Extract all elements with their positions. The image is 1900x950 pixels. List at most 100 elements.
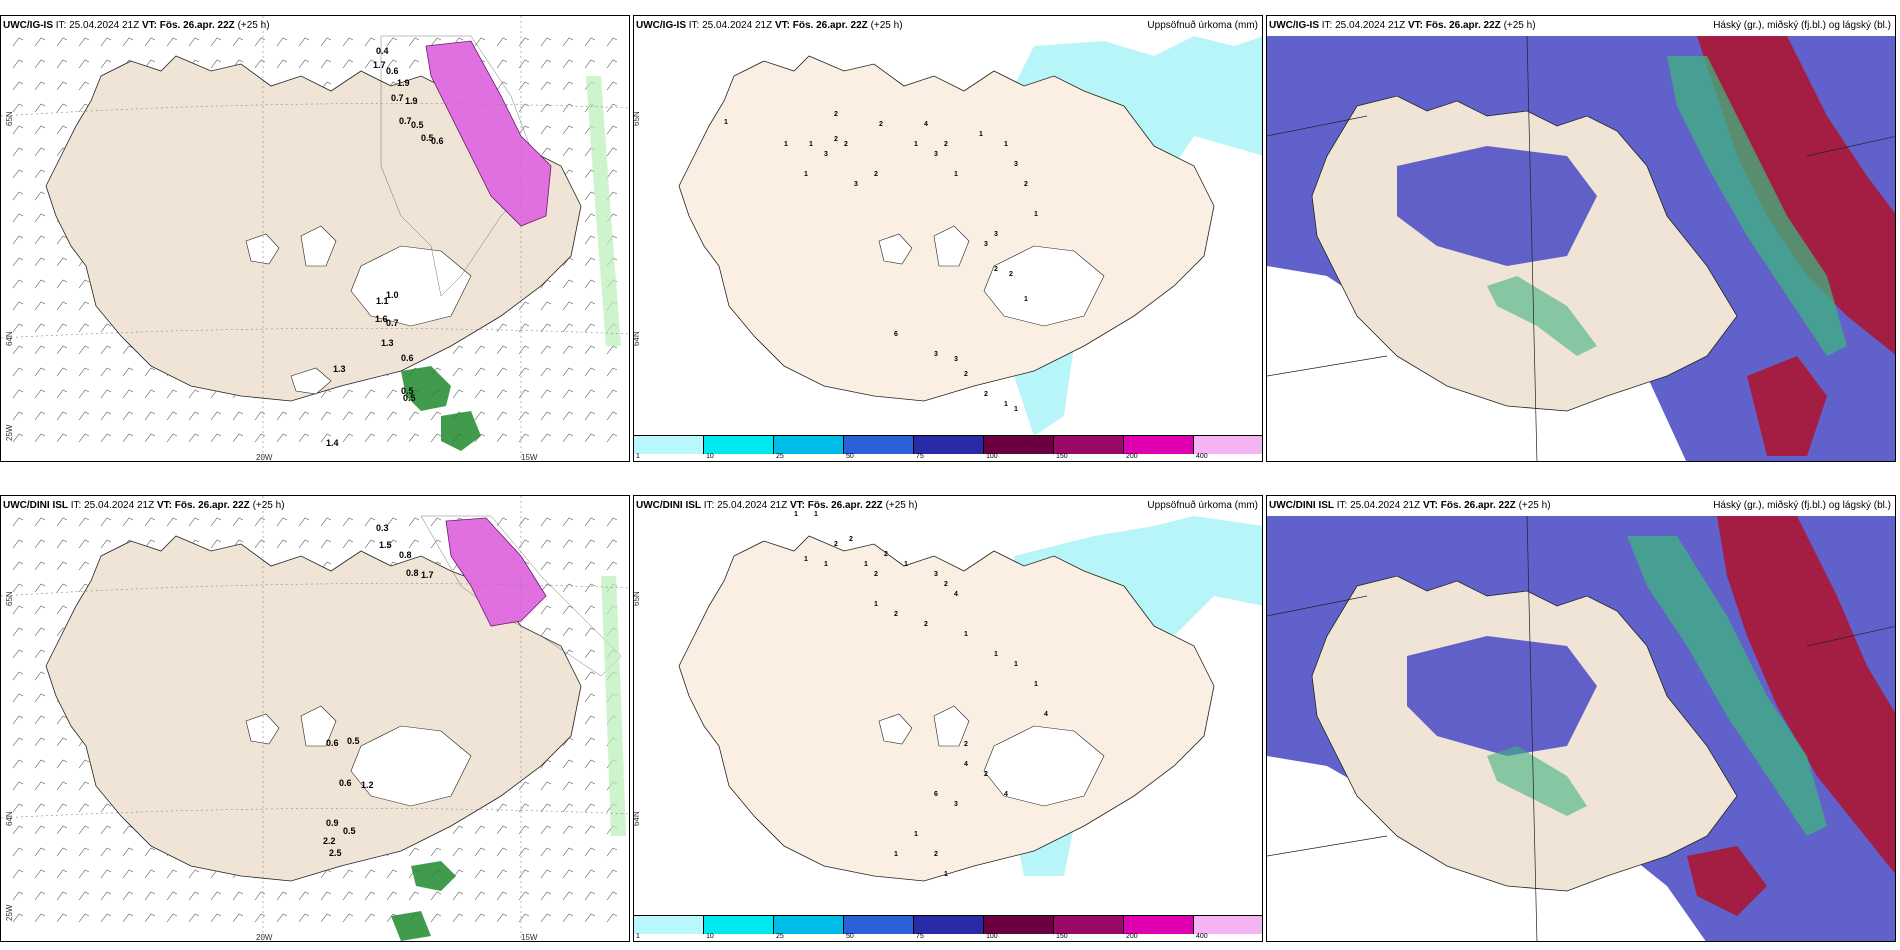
colorbar-cell [844, 436, 914, 454]
wind-barb [452, 913, 464, 923]
wind-barb [12, 913, 24, 923]
wind-barb [342, 433, 354, 443]
map-svg [1267, 35, 1895, 461]
wind-barb [12, 627, 24, 637]
wind-barb [562, 433, 574, 443]
wind-barb [430, 847, 442, 857]
map-svg: 0.41.70.61.90.7 1.90.7 0.50.50.61.31.11.01… [1, 16, 629, 461]
wind-barb [122, 825, 134, 835]
wind-barb [584, 913, 596, 923]
value-label: 0.6 [431, 136, 444, 146]
wind-barb [474, 891, 486, 901]
wind-barb [452, 847, 464, 857]
wind-barb [606, 913, 618, 923]
wind-barb [12, 737, 24, 747]
wind-barb [606, 81, 618, 91]
wind-barb [78, 517, 90, 527]
wind-barb [562, 125, 574, 135]
panel-header: UWC/IG-IS IT: 25.04.2024 21Z VT: Fös. 26… [1269, 20, 1536, 31]
wind-barb [166, 433, 178, 443]
wind-barb [56, 803, 68, 813]
wind-barb [100, 539, 112, 549]
lon-label-25w: 25W [5, 904, 14, 921]
lat-label-64n: 64N [633, 811, 641, 826]
panel-header: UWC/DINI ISL IT: 25.04.2024 21Z VT: Fös.… [636, 500, 918, 511]
value-label: 2 [964, 741, 968, 748]
colorbar-cells [634, 435, 1262, 454]
wind-barb [474, 411, 486, 421]
value-label: 0.6 [326, 738, 339, 748]
wind-barb [144, 389, 156, 399]
wind-barb [12, 411, 24, 421]
wind-barb [320, 539, 332, 549]
wind-barb [562, 81, 574, 91]
wind-barb [34, 235, 46, 245]
colorbar: 1 10 25 50 75 100 150 200 400 [634, 435, 1262, 461]
wind-barb [342, 389, 354, 399]
wind-barb [122, 847, 134, 857]
map-svg [1267, 515, 1895, 941]
wind-barb [540, 781, 552, 791]
wind-barb [78, 411, 90, 421]
panel-igis-wind: 0.4 1.7 0.6 1.9 0.7 1.9 0.7 0.5 0.5 0.6 1.3 1.1 1.0 1… [0, 15, 630, 462]
precip-green-area [401, 366, 481, 451]
panel-title-right: Uppsöfnuð úrkoma (mm) [1147, 20, 1258, 31]
lon-label-25w: 25W [5, 424, 14, 441]
value-label: 2 [849, 536, 853, 543]
wind-barb [540, 517, 552, 527]
wind-barb [100, 345, 112, 355]
colorbar-tick: 25 [776, 453, 784, 460]
value-label: 0.5 [411, 120, 424, 130]
wind-barb [122, 869, 134, 879]
wind-barb [562, 803, 574, 813]
wind-barb [584, 539, 596, 549]
wind-barb [34, 715, 46, 725]
wind-barb [584, 411, 596, 421]
value-label: 0.3 [376, 523, 389, 533]
value-label: 2 [834, 541, 838, 548]
value-label: 0.9 [326, 818, 339, 828]
wind-barb [34, 125, 46, 135]
wind-barb [276, 37, 288, 47]
wind-barb [56, 869, 68, 879]
wind-barb [276, 433, 288, 443]
wind-barb [166, 913, 178, 923]
wind-barb [518, 103, 530, 113]
lat-label-64n: 64N [633, 331, 641, 346]
wind-barb [562, 411, 574, 421]
value-label: 2 [874, 571, 878, 578]
wind-barb [210, 517, 222, 527]
wind-barb [34, 825, 46, 835]
wind-barb [518, 411, 530, 421]
wind-barb [144, 539, 156, 549]
value-label: 3 [934, 351, 938, 358]
wind-barb [474, 37, 486, 47]
wind-barb [12, 81, 24, 91]
wind-barb [562, 323, 574, 333]
value-label: 2.5 [329, 848, 342, 858]
wind-barb [34, 913, 46, 923]
value-label: 4 [954, 591, 958, 598]
panel-title-right: Uppsöfnuð úrkoma (mm) [1147, 500, 1258, 511]
gridlines [1, 496, 629, 941]
wind-barb [408, 433, 420, 443]
wind-barb [518, 125, 530, 135]
wind-barb [100, 803, 112, 813]
wind-barb [34, 301, 46, 311]
wind-barb [540, 59, 552, 69]
wind-barb [584, 891, 596, 901]
wind-barb [34, 891, 46, 901]
value-label: 6 [894, 331, 898, 338]
value-label: 1 [944, 871, 948, 878]
colorbar: 1 10 25 50 75 100 150 200 400 [634, 915, 1262, 941]
wind-barb [540, 847, 552, 857]
wind-barb [452, 389, 464, 399]
wind-barb [34, 345, 46, 355]
wind-barb [584, 803, 596, 813]
cloud-high-band-2 [1487, 746, 1587, 816]
value-label: 1 [954, 171, 958, 178]
wind-barb [408, 539, 420, 549]
wind-barb [276, 517, 288, 527]
wind-barb [518, 825, 530, 835]
wind-barb [12, 539, 24, 549]
